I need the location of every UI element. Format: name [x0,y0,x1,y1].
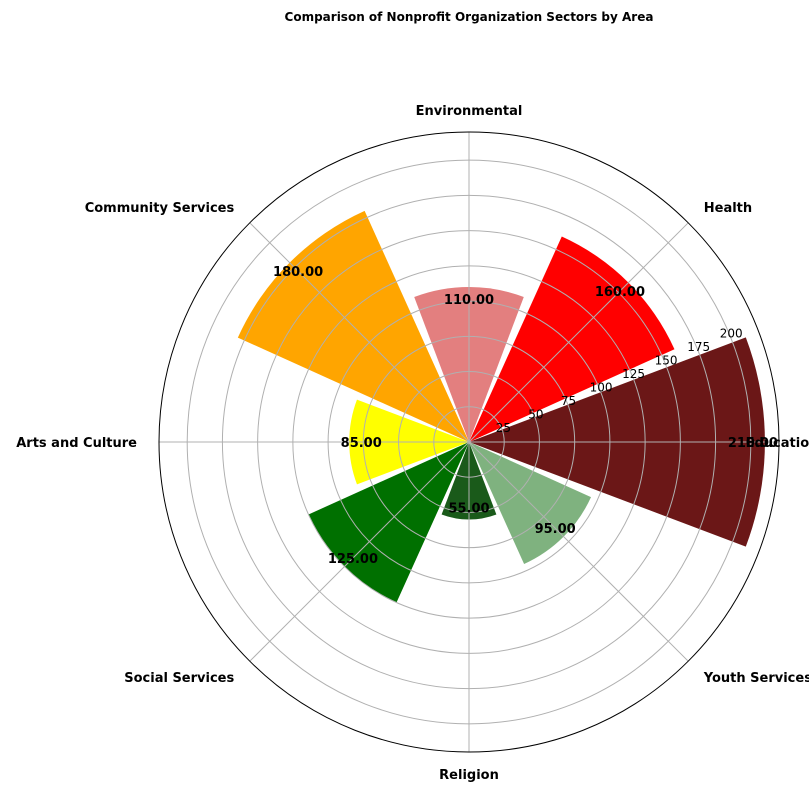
radial-tick-label: 175 [687,340,710,354]
radial-tick-label: 25 [496,421,511,435]
value-label-arts-and-culture: 85.00 [341,436,382,451]
category-label-environmental: Environmental [416,104,523,119]
radial-tick-label: 200 [720,326,743,340]
value-label-health: 160.00 [595,285,645,300]
category-label-community-services: Community Services [85,201,235,216]
category-label-social-services: Social Services [124,671,234,686]
radial-tick-label: 100 [590,380,613,394]
value-label-environmental: 110.00 [444,293,494,308]
value-label-education: 210.00 [728,436,778,451]
radial-tick-label: 50 [528,407,543,421]
radial-tick-label: 75 [561,394,576,408]
grid-spoke-health [468,222,689,443]
value-label-religion: 55.00 [448,502,489,517]
radial-tick-label: 125 [622,367,645,381]
category-label-arts-and-culture: Arts and Culture [16,436,137,451]
value-label-community-services: 180.00 [273,265,323,280]
polar-frame [158,131,780,753]
grid-spoke-community-services [249,222,470,443]
chart-title: Comparison of Nonprofit Organization Sec… [285,10,654,24]
radial-tick-label: 150 [655,353,678,367]
label-layer: 25 50 75 100 125 150 175 200 Education Health Envi… [16,104,809,783]
grid-spoke-youth-services [468,441,689,662]
category-label-education: Education [746,436,809,451]
category-label-religion: Religion [439,768,499,783]
value-label-youth-services: 95.00 [535,522,576,537]
value-label-social-services: 125.00 [328,552,378,567]
category-label-youth-services: Youth Services [703,671,809,686]
grid-layer [158,131,780,753]
category-label-health: Health [704,201,752,216]
grid-spoke-social-services [249,441,470,662]
